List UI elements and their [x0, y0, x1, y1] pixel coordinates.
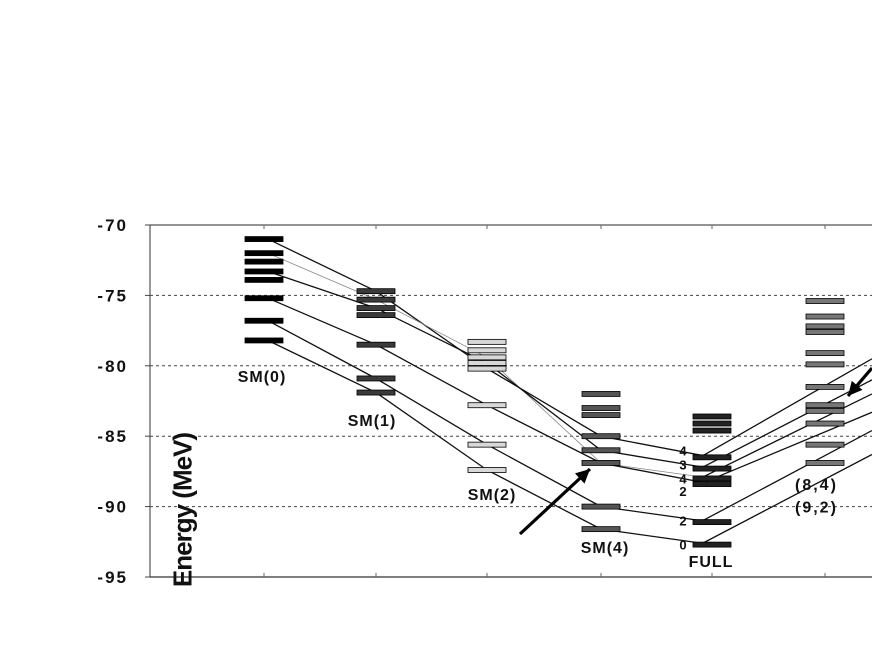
y-tick-label: -70: [97, 216, 128, 235]
energy-level-bar: [467, 347, 507, 354]
column-label: SM(0): [238, 369, 287, 386]
y-tick-label: -80: [97, 357, 128, 376]
energy-level-bar: [244, 268, 284, 275]
spin-label: 0: [679, 538, 686, 553]
energy-level-bar: [467, 354, 507, 361]
spin-label: 4: [679, 443, 687, 458]
energy-level-bar: [805, 407, 845, 414]
energy-level-bar: [805, 420, 845, 427]
energy-level-bar: [356, 296, 396, 303]
column-label: FULL: [689, 554, 734, 571]
energy-level-bar: [581, 391, 621, 397]
y-tick-label: -90: [97, 498, 128, 517]
energy-level-bar: [244, 258, 284, 265]
y-axis-title: Energy (MeV): [167, 432, 198, 588]
label-layer: -70 -75 -80 -85 -90 -95 SM(0) SM(1) SM(2) SM(4) FU…: [97, 216, 838, 587]
spin-label: 2: [679, 514, 686, 529]
energy-level-bar: [692, 413, 732, 420]
energy-level-bar: [356, 389, 396, 396]
energy-level-bar: [805, 361, 845, 368]
energy-level-bar: [244, 250, 284, 257]
energy-level-bar: [581, 412, 621, 418]
energy-level-bar: [692, 475, 732, 482]
pointer-arrow-head: [574, 469, 590, 484]
energy-level-bar: [692, 541, 732, 548]
energy-level-bar: [244, 277, 284, 283]
energy-level-bar: [805, 313, 845, 320]
spin-label: 4: [679, 471, 687, 486]
energy-level-bar: [356, 375, 396, 382]
pointer-arrow-head: [848, 380, 863, 396]
energy-level-bar: [805, 402, 845, 409]
energy-level-bar: [467, 338, 507, 345]
energy-level-bar: [805, 323, 845, 330]
energy-level-bar: [692, 427, 732, 434]
energy-level-bar: [581, 460, 621, 466]
column-label: SM(2): [468, 487, 517, 504]
energy-level-bar: [356, 312, 396, 319]
energy-level-bar: [356, 341, 396, 348]
energy-level-bar: [467, 402, 507, 409]
energy-level-bar: [244, 236, 284, 242]
energy-level-bar: [692, 481, 732, 487]
energy-level-bar: [805, 350, 845, 357]
energy-level-bar: [244, 295, 284, 302]
arrow-layer: [518, 366, 872, 536]
y-tick-label: -75: [97, 286, 128, 305]
energy-level-bar: [805, 329, 845, 335]
level-connector-line: [699, 453, 872, 546]
energy-level-bar: [467, 365, 507, 372]
energy-level-bar: [244, 317, 284, 324]
energy-level-bar: [581, 433, 621, 440]
level-connector-line: [267, 297, 713, 485]
spin-label: 2: [679, 484, 686, 499]
column-label: SM(1): [348, 413, 397, 430]
energy-level-bar: [244, 337, 284, 344]
energy-level-bar: [356, 288, 396, 295]
energy-level-bar: [805, 384, 845, 390]
energy-level-bar: [467, 441, 507, 448]
level-connector-line: [699, 358, 872, 458]
energy-level-bar: [692, 519, 732, 525]
energy-level-bar: [356, 305, 396, 311]
energy-level-bar: [467, 360, 507, 366]
energy-level-bar: [581, 447, 621, 454]
energy-level-bar: [692, 465, 732, 472]
level-connector-line: [699, 379, 872, 470]
energy-level-bar: [805, 460, 845, 466]
energy-level-bar: [467, 467, 507, 473]
energy-level-bar: [805, 441, 845, 448]
column-label: SM(4): [581, 540, 630, 557]
y-tick-label: -95: [97, 568, 128, 587]
energy-level-bar: [581, 405, 621, 411]
configuration-label: (9,2): [795, 500, 838, 517]
spin-label: 3: [679, 457, 686, 472]
configuration-label: (8,4): [795, 477, 838, 494]
energy-level-bar: [805, 298, 845, 304]
y-tick-label: -85: [97, 427, 128, 446]
energy-level-bar: [692, 420, 732, 427]
level-layer: [244, 236, 845, 548]
energy-level-bar: [581, 503, 621, 510]
pointer-arrow: [518, 467, 592, 536]
energy-level-bar: [692, 454, 732, 461]
energy-level-bar: [581, 526, 621, 533]
